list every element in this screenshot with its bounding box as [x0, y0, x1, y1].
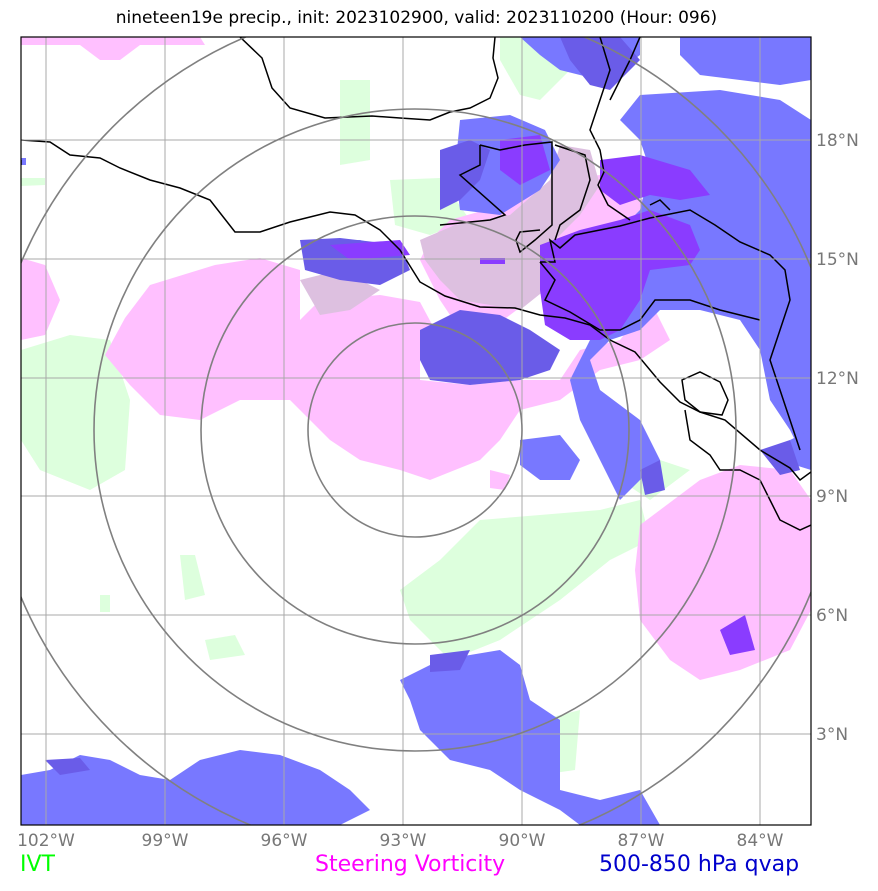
x-tick-label: 96°W — [261, 831, 308, 851]
coastlines — [21, 37, 811, 531]
y-tick-label: 12°N — [816, 369, 859, 389]
x-tick-label: 87°W — [618, 831, 665, 851]
y-tick-labels: 18°N 15°N 12°N 9°N 6°N 3°N — [816, 131, 859, 745]
range-ring-2 — [200, 215, 630, 645]
range-ring-3 — [93, 108, 737, 752]
range-rings — [21, 37, 811, 825]
y-tick-label: 6°N — [816, 606, 848, 626]
y-tick-label: 9°N — [816, 487, 848, 507]
x-tick-label: 99°W — [142, 831, 189, 851]
x-tick-label: 102°W — [17, 831, 75, 851]
range-ring-1 — [307, 322, 523, 538]
legend-steering-vorticity: Steering Vorticity — [315, 852, 506, 877]
x-tick-label: 93°W — [380, 831, 427, 851]
plot-frame — [20, 36, 812, 826]
x-tick-label: 84°W — [737, 831, 784, 851]
y-tick-label: 18°N — [816, 131, 859, 151]
legend-qvap: 500-850 hPa qvap — [599, 852, 800, 877]
y-tick-label: 15°N — [816, 250, 859, 270]
qvap-dark-shading — [45, 37, 800, 775]
x-tick-label: 90°W — [499, 831, 546, 851]
x-tick-labels: 102°W 99°W 96°W 93°W 90°W 87°W 84°W — [17, 831, 784, 851]
y-tick-label: 3°N — [816, 725, 848, 745]
map-title: nineteen19e precip., init: 2023102900, v… — [115, 8, 718, 28]
legend-ivt: IVT — [20, 852, 55, 877]
